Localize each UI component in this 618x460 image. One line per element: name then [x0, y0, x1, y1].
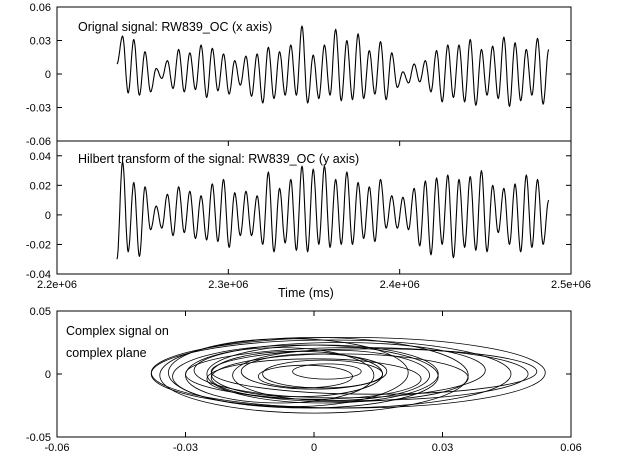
- panel2-xlabel: Time (ms): [278, 286, 334, 300]
- panel1-ytick-label: 0: [45, 69, 51, 81]
- panel2-xtick-label: 2.3e+06: [208, 279, 248, 291]
- panel-original-signal: Orignal signal: RW839_OC (x axis) 0.06 0.…: [26, 2, 572, 148]
- complex-orbit-loop: [206, 358, 422, 400]
- complex-orbit-loop: [262, 359, 384, 389]
- panel2-ytick-label: -0.02: [26, 239, 51, 251]
- panel2-xtick-label: 2.4e+06: [380, 279, 420, 291]
- panel2-ytick-label: 0.02: [30, 180, 51, 192]
- panel1-ytick-label: -0.06: [26, 136, 51, 148]
- panel3-xtick-label: -0.03: [173, 442, 198, 454]
- panel2-frame: [56, 140, 572, 275]
- panel2-ytick-label: 0.04: [30, 151, 51, 163]
- panel2-ytick-label: -0.04: [26, 269, 51, 281]
- panel3-ytick-label: 0.05: [30, 306, 51, 318]
- panel3-title-line1: Complex signal on: [66, 324, 169, 338]
- complex-orbit-loop: [206, 344, 439, 404]
- panel3-xtick-label: 0: [311, 442, 317, 454]
- panel1-ytick-label: 0.06: [30, 2, 51, 14]
- panel3-xtick-label: -0.06: [44, 442, 69, 454]
- complex-orbit-loop: [232, 349, 431, 401]
- complex-orbit-loop: [193, 342, 486, 399]
- panel3-xtick-label: 0.06: [560, 442, 581, 454]
- complex-orbit-loop: [150, 337, 546, 409]
- complex-orbit-loop: [185, 347, 375, 404]
- panel2-signal-series: [116, 161, 550, 260]
- panel3-title-line2: complex plane: [66, 346, 147, 360]
- complex-orbit-loop: [240, 353, 388, 390]
- complex-orbit-loop: [210, 348, 538, 395]
- panel2-ytick-label: 0: [45, 210, 51, 222]
- panel1-title: Orignal signal: RW839_OC (x axis): [78, 20, 272, 34]
- complex-orbit-loop: [257, 364, 353, 389]
- panel1-ytick-label: -0.03: [26, 103, 51, 115]
- panel-hilbert-transform: Hilbert transform of the signal: RW839_O…: [26, 140, 591, 300]
- panel1-signal-series: [116, 25, 550, 107]
- panel-complex-plane: Complex signal on complex plane 0.05 0 -0.…: [26, 306, 582, 454]
- panel3-ytick-label: 0: [45, 369, 51, 381]
- panel2-xtick-label: 2.5e+06: [551, 279, 591, 291]
- panel2-xtick-label: 2.2e+06: [37, 279, 77, 291]
- complex-orbit-loop: [167, 338, 409, 408]
- complex-orbit-loop: [292, 363, 362, 380]
- complex-orbit-loop: [210, 353, 469, 403]
- panel3-xtick-label: 0.03: [432, 442, 453, 454]
- panel2-title: Hilbert transform of the signal: RW839_O…: [78, 152, 359, 166]
- complex-orbit-loop: [159, 337, 469, 414]
- panel1-ytick-label: 0.03: [30, 36, 51, 48]
- panel3-ytick-label: -0.05: [26, 432, 51, 444]
